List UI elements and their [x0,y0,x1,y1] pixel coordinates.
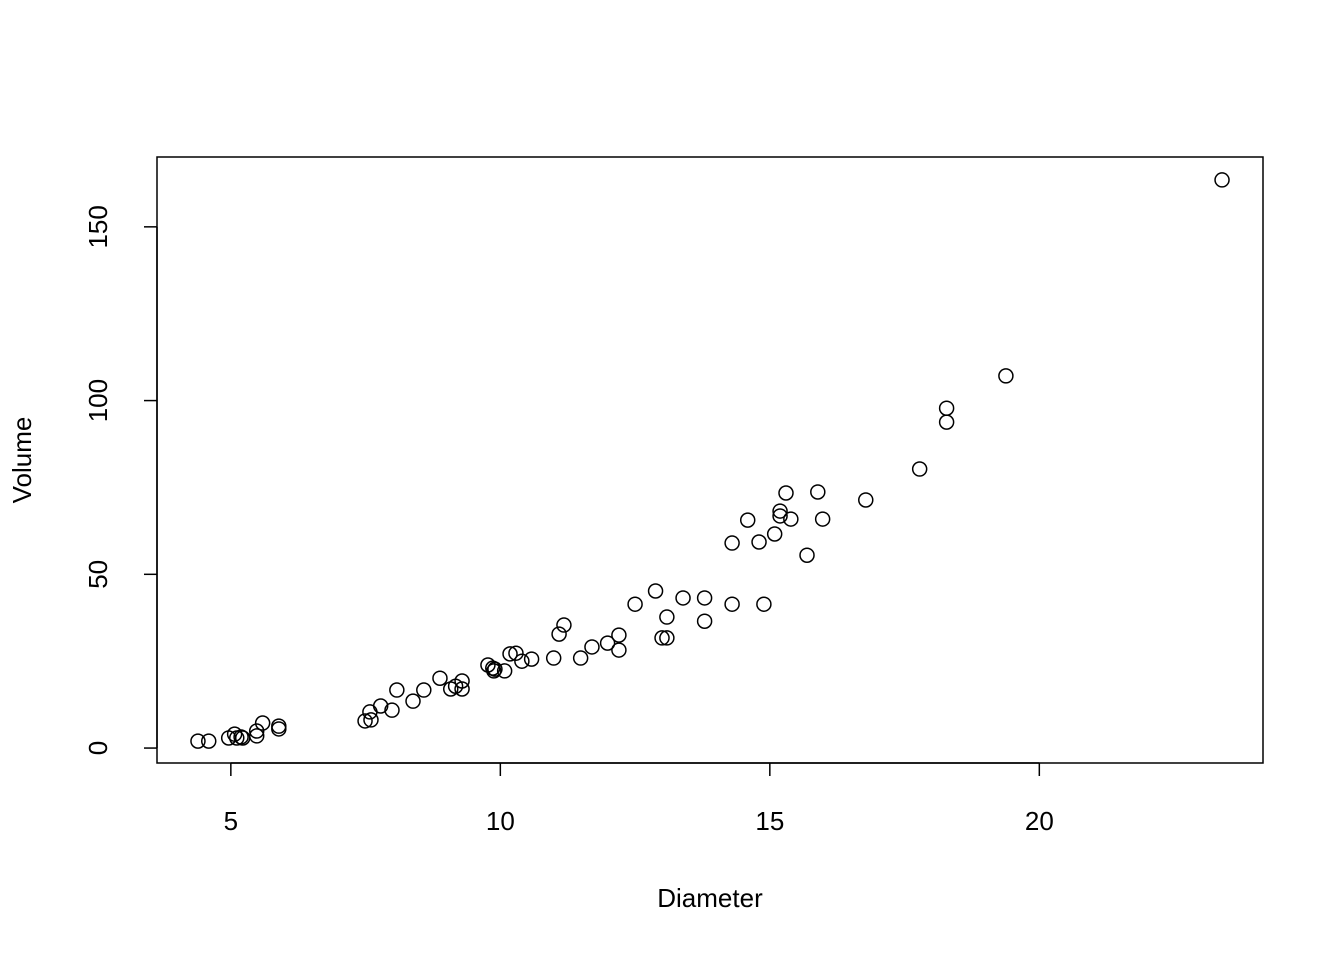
point [627,596,643,612]
point [248,728,265,744]
x-axis-label: Diameter [657,883,763,913]
point [659,630,675,646]
x-tick-label: 5 [224,806,238,836]
point [696,590,713,606]
point [675,590,691,606]
point [659,609,675,625]
point [190,733,206,749]
point [271,721,287,737]
point [654,630,670,646]
point [938,414,955,430]
point [572,650,589,666]
point [739,512,756,528]
point [599,635,616,651]
point [611,642,627,658]
point [372,698,389,714]
point [545,650,562,666]
point [814,511,831,527]
point [405,693,421,709]
point [756,596,772,612]
point [766,526,783,542]
point [1214,172,1230,188]
y-axis-label: Volume [7,417,37,504]
point [514,653,530,669]
point [502,646,518,662]
point [200,733,217,749]
point [611,627,627,643]
point [233,729,249,745]
point [724,535,740,551]
point [384,702,400,718]
y-tick-label: 50 [83,560,113,589]
point [647,583,664,599]
point [551,626,567,642]
point [523,651,540,667]
point [508,645,524,661]
point [799,547,815,563]
point [363,712,379,728]
point [416,682,432,698]
point [938,400,955,416]
point [584,639,600,655]
point [911,461,928,477]
point [998,368,1014,384]
point [772,503,788,519]
point [858,492,874,508]
point [254,715,271,731]
y-tick-label: 0 [83,741,113,755]
point [783,511,799,527]
point [778,485,794,501]
point [496,663,513,679]
point [772,508,788,524]
y-tick-label: 150 [83,205,113,248]
point [751,534,767,550]
point [724,596,740,612]
point [454,673,470,689]
x-tick-label: 15 [755,806,784,836]
point [486,663,502,679]
x-tick-label: 10 [486,806,515,836]
point [810,484,826,500]
point [248,723,265,739]
point [357,713,373,729]
plot-frame [156,156,1264,764]
point [696,613,713,629]
point [487,661,503,677]
point [432,670,448,686]
point [389,682,405,698]
point [556,617,572,633]
y-tick-label: 100 [83,379,113,422]
x-tick-label: 20 [1025,806,1054,836]
point [454,681,470,697]
